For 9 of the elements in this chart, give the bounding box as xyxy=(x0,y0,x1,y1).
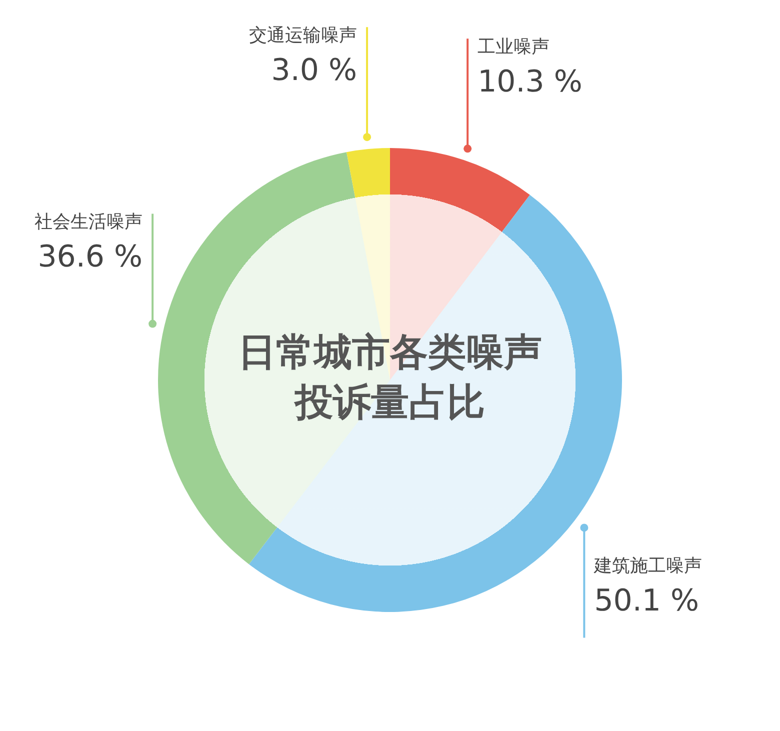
data-label: 3.0 % xyxy=(271,52,358,88)
slice-label: 交通运输噪声 xyxy=(249,24,358,46)
slice-label: 社会生活噪声 xyxy=(34,211,143,232)
text: 日常城市各类噪声投诉量占比 xyxy=(238,330,542,424)
slice-label: 工业噪声 xyxy=(478,36,550,58)
data-label: 10.3 % xyxy=(478,64,582,100)
slice-label: 建筑施工噪声 xyxy=(593,555,702,576)
data-label: 50.1 % xyxy=(594,584,700,619)
data-label: 36.6 % xyxy=(38,240,143,275)
